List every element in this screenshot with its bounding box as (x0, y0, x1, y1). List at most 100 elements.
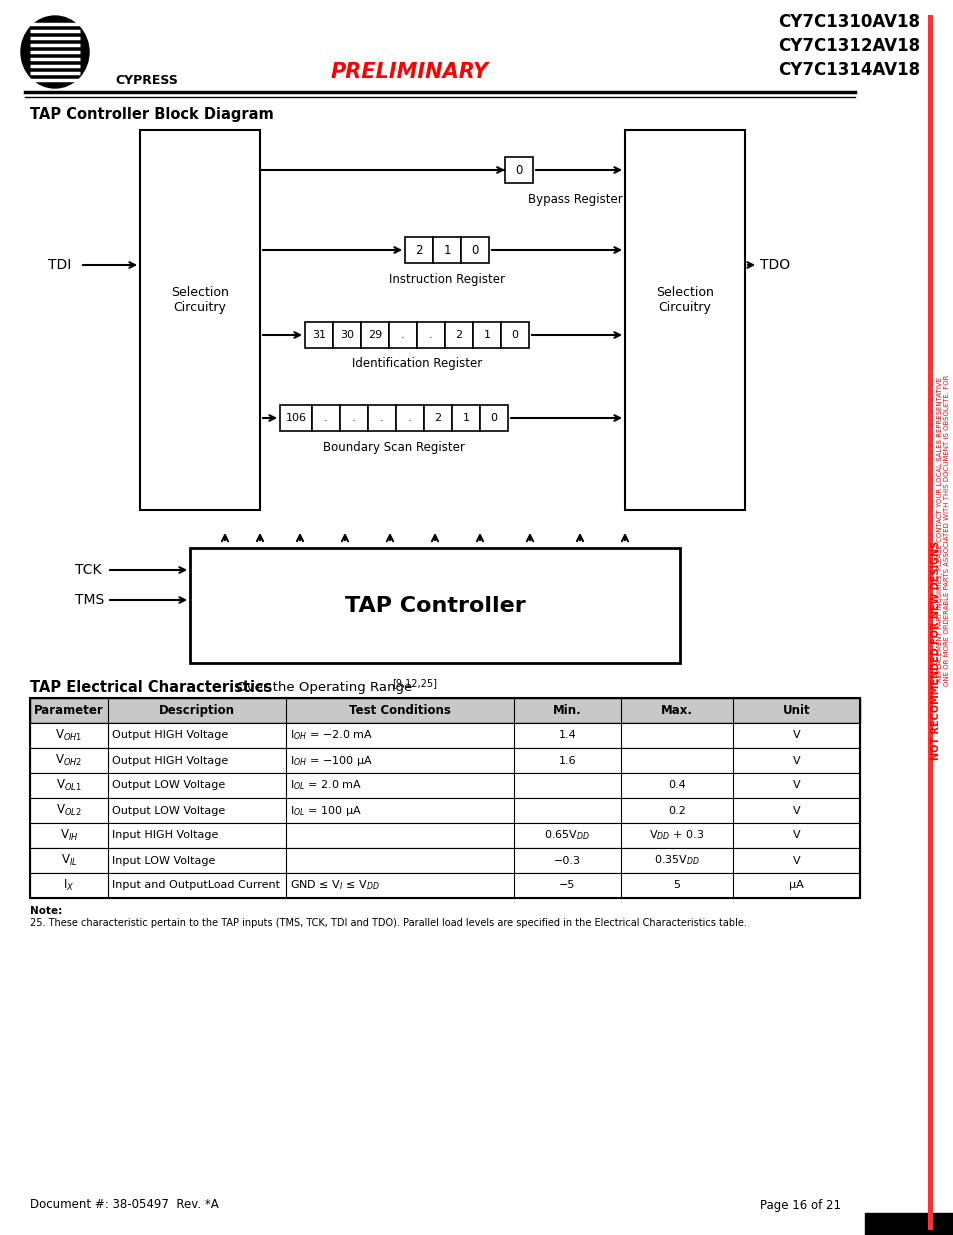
Text: ONE OR MORE ORDERABLE PARTS ASSOCIATED WITH THIS DOCUMENT IS OBSOLETE. FOR: ONE OR MORE ORDERABLE PARTS ASSOCIATED W… (943, 374, 949, 685)
Text: 0.2: 0.2 (667, 805, 685, 815)
Text: TDI: TDI (48, 258, 71, 272)
Text: Output LOW Voltage: Output LOW Voltage (112, 781, 225, 790)
Text: .: . (352, 412, 355, 424)
Text: Bypass Register: Bypass Register (527, 193, 621, 205)
Text: V$_{OH2}$: V$_{OH2}$ (55, 753, 83, 768)
Text: 1.4: 1.4 (558, 730, 576, 741)
Text: μA: μA (788, 881, 803, 890)
Text: Boundary Scan Register: Boundary Scan Register (323, 441, 464, 453)
Text: 2: 2 (434, 412, 441, 424)
Bar (30, 798, 859, 823)
Text: CY7C1310AV18: CY7C1310AV18 (778, 14, 919, 31)
Text: 0: 0 (511, 330, 518, 340)
Text: V$_{DD}$ + 0.3: V$_{DD}$ + 0.3 (649, 829, 704, 842)
Bar (368, 405, 395, 431)
Text: V$_{OL1}$: V$_{OL1}$ (56, 778, 82, 793)
Text: V: V (792, 805, 800, 815)
Bar (389, 322, 416, 348)
Text: TAP Electrical Characteristics: TAP Electrical Characteristics (30, 680, 273, 695)
Bar (423, 405, 452, 431)
Text: I$_X$: I$_X$ (63, 878, 74, 893)
Text: Input HIGH Voltage: Input HIGH Voltage (112, 830, 218, 841)
Bar (30, 698, 859, 898)
Bar (452, 405, 479, 431)
Text: NOT RECOMMENDED FOR NEW DESIGNS: NOT RECOMMENDED FOR NEW DESIGNS (930, 541, 940, 760)
Text: V: V (792, 730, 800, 741)
Text: Test Conditions: Test Conditions (349, 704, 451, 718)
Text: TMS: TMS (75, 593, 104, 606)
Text: Identification Register: Identification Register (352, 357, 481, 370)
Bar (360, 322, 389, 348)
Text: CY7C1312AV18: CY7C1312AV18 (777, 37, 919, 56)
Text: −0.3: −0.3 (554, 856, 580, 866)
Text: 1: 1 (443, 243, 450, 257)
Text: I$_{OH}$ = −2.0 mA: I$_{OH}$ = −2.0 mA (290, 729, 373, 742)
Text: Document #: 38-05497  Rev. *A: Document #: 38-05497 Rev. *A (30, 1198, 218, 1212)
Text: 0.35V$_{DD}$: 0.35V$_{DD}$ (653, 853, 700, 867)
Text: 1.6: 1.6 (558, 756, 576, 766)
Text: .: . (324, 412, 328, 424)
Text: 0.4: 0.4 (667, 781, 685, 790)
Bar (500, 322, 529, 348)
Text: −5: −5 (558, 881, 575, 890)
Text: 31: 31 (312, 330, 326, 340)
Text: Description: Description (159, 704, 234, 718)
Bar (433, 237, 460, 263)
Text: 5: 5 (673, 881, 679, 890)
Text: 30: 30 (339, 330, 354, 340)
Text: Input LOW Voltage: Input LOW Voltage (112, 856, 215, 866)
Text: Parameter: Parameter (34, 704, 104, 718)
Bar (444, 322, 473, 348)
Text: 0: 0 (515, 163, 522, 177)
Text: REPLACEMENT PART INQUIRIES, PLEASE CONTACT YOUR LOCAL SALES REPRESENTATIVE: REPLACEMENT PART INQUIRIES, PLEASE CONTA… (936, 378, 942, 683)
Text: Instruction Register: Instruction Register (389, 273, 504, 285)
Text: Max.: Max. (660, 704, 692, 718)
Text: TAP Controller: TAP Controller (344, 595, 525, 615)
Bar (339, 405, 368, 431)
Text: V: V (792, 781, 800, 790)
Bar (927, 15, 932, 1230)
Text: Output HIGH Voltage: Output HIGH Voltage (112, 730, 228, 741)
Text: [9,12,25]: [9,12,25] (392, 678, 436, 688)
Text: V: V (792, 830, 800, 841)
Bar (30, 773, 859, 798)
Text: .: . (408, 412, 412, 424)
Text: Output LOW Voltage: Output LOW Voltage (112, 805, 225, 815)
Bar (30, 722, 859, 748)
Text: Selection
Circuitry: Selection Circuitry (656, 287, 713, 314)
Ellipse shape (21, 16, 89, 88)
Text: V: V (792, 856, 800, 866)
Bar (479, 405, 507, 431)
Text: GND ≤ V$_I$ ≤ V$_{DD}$: GND ≤ V$_I$ ≤ V$_{DD}$ (290, 878, 379, 893)
Text: Min.: Min. (553, 704, 581, 718)
Text: Selection
Circuitry: Selection Circuitry (171, 287, 229, 314)
Bar (473, 322, 500, 348)
Text: Input and OutputLoad Current: Input and OutputLoad Current (112, 881, 280, 890)
Text: TAP Controller Block Diagram: TAP Controller Block Diagram (30, 107, 274, 122)
Bar (190, 548, 679, 663)
Bar (504, 157, 533, 183)
Bar (30, 848, 859, 873)
Bar (30, 748, 859, 773)
Bar (30, 873, 859, 898)
Text: 1: 1 (483, 330, 490, 340)
Bar (312, 405, 339, 431)
Bar (460, 237, 489, 263)
Text: CY7C1314AV18: CY7C1314AV18 (777, 61, 919, 79)
Text: I$_{OL}$ = 100 μA: I$_{OL}$ = 100 μA (290, 804, 361, 818)
Bar (305, 322, 333, 348)
Text: 1: 1 (462, 412, 469, 424)
Text: Page 16 of 21: Page 16 of 21 (760, 1198, 841, 1212)
Text: V: V (792, 756, 800, 766)
Bar (416, 322, 444, 348)
Text: .: . (401, 330, 404, 340)
Text: Over the Operating Range: Over the Operating Range (232, 682, 412, 694)
Bar (864, 1213, 953, 1235)
Text: 25. These characteristic pertain to the TAP inputs (TMS, TCK, TDI and TDO). Para: 25. These characteristic pertain to the … (30, 918, 746, 927)
Text: .: . (429, 330, 433, 340)
Text: 0: 0 (490, 412, 497, 424)
Text: 0.65V$_{DD}$: 0.65V$_{DD}$ (544, 829, 590, 842)
Bar (395, 405, 423, 431)
Text: Unit: Unit (781, 704, 809, 718)
Bar (30, 698, 859, 722)
